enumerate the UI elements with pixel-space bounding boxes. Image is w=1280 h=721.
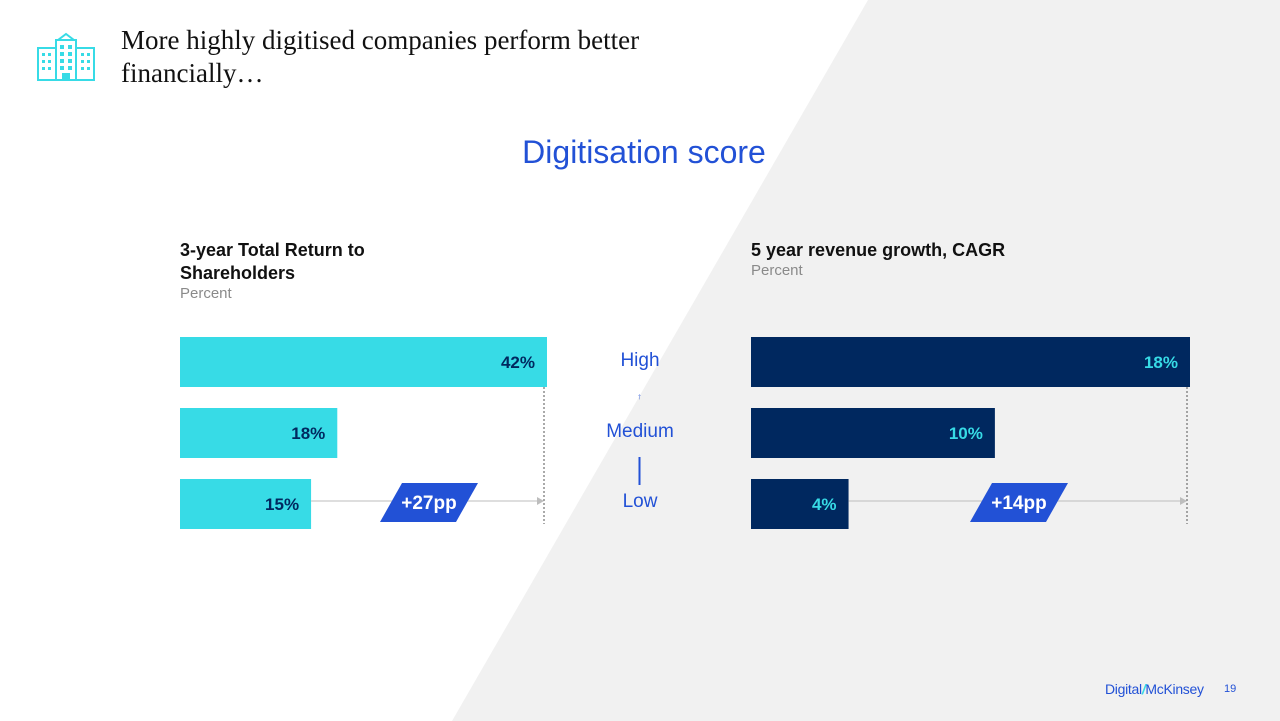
digitisation-score-title: Digitisation score	[522, 134, 766, 170]
revenue-bar-label-high: 18%	[1144, 353, 1178, 372]
right-chart-title: 5 year revenue growth, CAGR	[751, 240, 1006, 260]
slide-title: More highly digitised companies perform …	[121, 25, 640, 88]
revenue-bar-label-low: 4%	[812, 495, 837, 514]
left-bar-chart: 42% 18% 15% +27pp	[180, 337, 547, 529]
revenue-difference-badge	[970, 483, 1068, 522]
tsr-bar-medium	[180, 408, 338, 458]
vertical-connector-line	[638, 457, 641, 485]
digital-mckinsey-logo: Digital/McKinsey	[1105, 681, 1204, 697]
right-chart-unit: Percent	[751, 262, 803, 279]
level-high-label: High	[620, 350, 660, 371]
tsr-gap-arrowhead	[537, 497, 544, 505]
revenue-bar-high	[751, 337, 1190, 387]
revenue-bar-medium	[751, 408, 995, 458]
level-medium-label: Medium	[606, 421, 674, 442]
tsr-difference-label: +27pp	[401, 493, 456, 514]
tsr-difference-badge	[380, 483, 478, 522]
left-chart-unit: Percent	[180, 285, 232, 302]
left-chart-title: 3-year Total Return to Shareholders	[180, 240, 365, 283]
revenue-bar-low	[751, 479, 849, 529]
page-number: 19	[1224, 683, 1237, 695]
tsr-bar-label-medium: 18%	[291, 424, 325, 443]
office-building-icon	[37, 32, 95, 81]
revenue-bar-label-medium: 10%	[949, 424, 983, 443]
level-low-label: Low	[622, 491, 658, 512]
tsr-bar-label-low: 15%	[265, 495, 299, 514]
tsr-bar-high	[180, 337, 547, 387]
revenue-gap-arrowhead	[1180, 497, 1187, 505]
tsr-bar-label-high: 42%	[501, 353, 535, 372]
arrow-up-icon	[638, 394, 641, 400]
revenue-difference-label: +14pp	[991, 493, 1046, 514]
right-bar-chart: 18% 10% 4% +14pp	[751, 337, 1190, 529]
tsr-bar-low	[180, 479, 312, 529]
